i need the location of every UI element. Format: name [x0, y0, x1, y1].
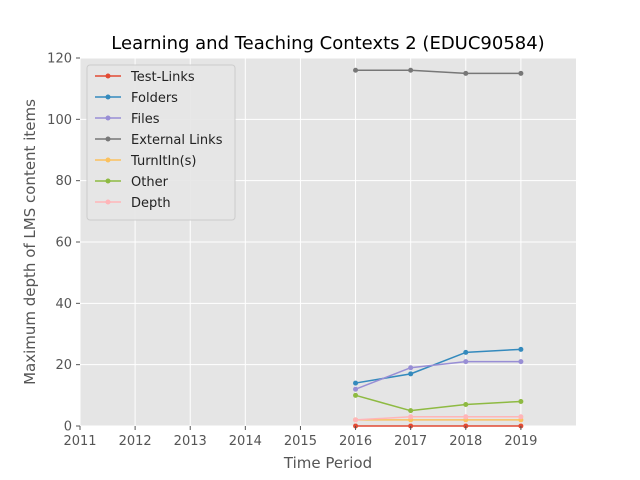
- y-tick-label: 20: [55, 358, 72, 373]
- data-point-folders: [518, 346, 524, 352]
- x-tick-label: 2015: [284, 434, 317, 449]
- data-point-external-links: [518, 70, 524, 76]
- data-point-depth: [408, 414, 414, 420]
- y-axis-label: Maximum depth of LMS content items: [21, 99, 39, 385]
- data-point-other: [408, 408, 414, 414]
- legend-label: Other: [131, 175, 169, 190]
- legend-swatch-marker: [105, 178, 111, 184]
- legend: Test-Links Folders Files External Links Turn…: [86, 64, 236, 221]
- data-point-external-links: [353, 67, 359, 73]
- legend-label: Test-Links: [130, 70, 195, 85]
- x-tick-label: 2017: [394, 434, 427, 449]
- data-point-other: [353, 392, 359, 398]
- data-point-files: [353, 386, 359, 392]
- series-line-external-links: [355, 69, 521, 75]
- data-point-other: [463, 402, 469, 408]
- data-point-folders: [463, 349, 469, 355]
- series-external-links: [353, 67, 524, 76]
- legend-label: Files: [131, 112, 160, 127]
- series-line-depth: [355, 416, 521, 421]
- data-point-files: [408, 365, 414, 371]
- data-point-folders: [353, 380, 359, 386]
- y-tick-label: 120: [47, 52, 72, 67]
- y-tick-label: 60: [55, 236, 72, 251]
- series-files: [353, 359, 524, 392]
- legend-label: External Links: [131, 133, 223, 148]
- x-tick-label: 2011: [63, 434, 96, 449]
- legend-label: Folders: [131, 91, 178, 106]
- data-point-external-links: [463, 70, 469, 76]
- chart-title: Learning and Teaching Contexts 2 (EDUC90…: [111, 33, 544, 54]
- y-tick-label: 0: [64, 420, 72, 435]
- series-depth: [353, 414, 524, 423]
- x-tick-label: 2014: [229, 434, 262, 449]
- x-tick-label: 2012: [119, 434, 152, 449]
- x-tick-label: 2016: [339, 434, 372, 449]
- y-tick-label: 80: [55, 174, 72, 189]
- x-axis-label: Time Period: [283, 454, 372, 472]
- data-point-other: [518, 398, 524, 404]
- legend-label: Depth: [131, 196, 171, 211]
- y-tick-label: 100: [47, 113, 72, 128]
- data-point-files: [518, 359, 524, 365]
- data-point-depth: [518, 414, 524, 420]
- series-line-files: [355, 360, 521, 390]
- series-other: [353, 392, 524, 414]
- legend-item: Test-Links: [95, 70, 195, 85]
- legend-item: Depth: [95, 196, 171, 211]
- data-point-depth: [353, 417, 359, 423]
- legend-item: Folders: [95, 91, 178, 106]
- x-axis-ticks: 2011 2012 2013 2014 2015 2016 2017 2018 2019: [63, 426, 537, 449]
- legend-label: TurnItIn(s): [130, 154, 196, 169]
- legend-item: TurnItIn(s): [95, 154, 196, 169]
- y-tick-label: 40: [55, 297, 72, 312]
- legend-item: External Links: [95, 133, 223, 148]
- series-layer: [353, 67, 524, 429]
- x-tick-label: 2019: [504, 434, 537, 449]
- legend-swatch-marker: [105, 136, 111, 142]
- data-point-external-links: [408, 67, 414, 73]
- series-line-other: [355, 394, 521, 412]
- legend-box: [86, 64, 236, 221]
- y-axis-ticks: 0 20 40 60 80 100 120: [47, 52, 80, 435]
- data-point-depth: [463, 414, 469, 420]
- data-point-folders: [408, 371, 414, 377]
- legend-swatch-marker: [105, 73, 111, 79]
- legend-item: Files: [95, 112, 160, 127]
- legend-item: Other: [95, 175, 169, 190]
- legend-swatch-marker: [105, 115, 111, 121]
- legend-swatch-marker: [105, 94, 111, 100]
- x-tick-label: 2013: [174, 434, 207, 449]
- legend-swatch-marker: [105, 157, 111, 163]
- legend-swatch-marker: [105, 199, 111, 205]
- data-point-files: [463, 359, 469, 365]
- x-tick-label: 2018: [449, 434, 482, 449]
